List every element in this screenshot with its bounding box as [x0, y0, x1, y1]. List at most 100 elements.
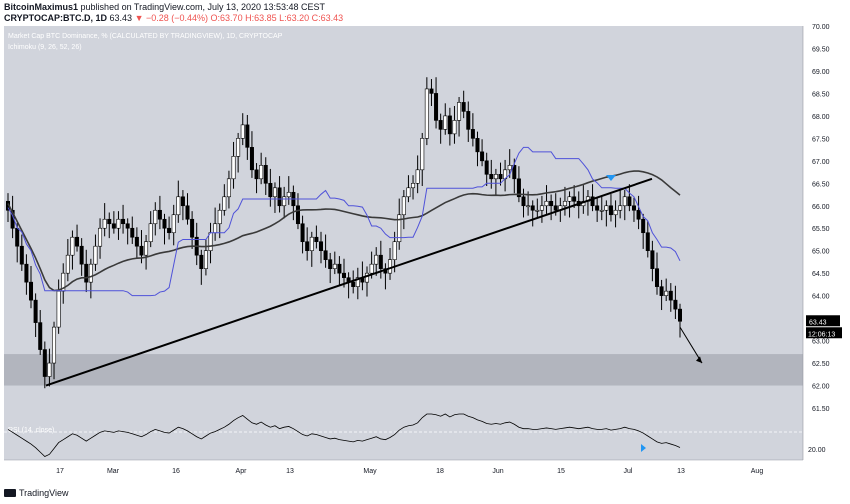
ohlc-values: O:63.70 H:63.85 L:63.20 C:63.43: [210, 13, 344, 23]
last-price-label: 63.43: [809, 319, 827, 326]
candle-body: [452, 120, 457, 135]
rsi-background: [4, 408, 803, 460]
candle-body: [102, 218, 107, 229]
candle-body: [470, 129, 475, 139]
candle-body: [516, 178, 521, 198]
candles: [6, 77, 682, 389]
candle-body: [263, 165, 268, 184]
time-tick-label: 13: [677, 468, 685, 475]
candle-body: [249, 147, 254, 171]
candle-body: [24, 263, 29, 283]
candle-body: [654, 268, 659, 287]
support-zone-band: [4, 354, 803, 386]
candle-body: [56, 290, 61, 328]
candle-body: [622, 196, 627, 207]
candle-body: [401, 196, 406, 216]
last-price: 63.43: [109, 13, 133, 23]
candle-body: [217, 209, 222, 225]
candle-body: [489, 174, 494, 180]
chart-header: BitcoinMaximus1 published on TradingView…: [4, 2, 343, 24]
candle-body: [613, 209, 618, 216]
candle-body: [93, 245, 98, 265]
candle-body: [337, 263, 342, 274]
candle-body: [664, 290, 669, 296]
candle-body: [300, 223, 305, 243]
candle-body: [176, 196, 181, 216]
candle-body: [365, 272, 370, 283]
candle-body: [641, 218, 646, 234]
price-tick-label: 67.50: [812, 136, 830, 143]
symbol-name[interactable]: CRYPTOCAP:BTC.D, 1D: [4, 13, 108, 23]
candle-body: [521, 196, 526, 207]
candle-body: [434, 93, 439, 121]
candle-body: [457, 102, 462, 121]
price-tick-label: 66.50: [812, 181, 830, 188]
price-tick-label: 63.00: [812, 339, 830, 346]
candle-body: [199, 254, 204, 269]
candle-body: [162, 218, 167, 229]
down-marker-icon: [606, 175, 616, 181]
candle-body: [424, 88, 429, 139]
candle-body: [75, 236, 80, 247]
price-tick-label: 70.00: [812, 24, 830, 31]
price-tick-label: 62.00: [812, 384, 830, 391]
price-tick-label: 65.50: [812, 226, 830, 233]
publisher-name[interactable]: BitcoinMaximus1: [4, 2, 79, 12]
support-zone: [4, 354, 803, 386]
price-tick-label: 62.50: [812, 361, 830, 368]
candle-body: [374, 254, 379, 265]
candle-body: [378, 254, 383, 269]
time-tick-label: Mar: [107, 468, 120, 475]
candle-body: [323, 250, 328, 260]
candle-body: [240, 124, 245, 139]
candle-body: [572, 196, 577, 202]
candle-body: [305, 241, 310, 252]
base-line: [7, 170, 681, 292]
candle-body: [498, 174, 503, 180]
candle-body: [236, 138, 241, 157]
candle-body: [590, 196, 595, 207]
candle-body: [604, 205, 609, 211]
candle-body: [461, 102, 466, 112]
tradingview-logo[interactable]: TradingView: [4, 488, 69, 498]
symbol-line: CRYPTOCAP:BTC.D, 1D 63.43 ▼ −0.28 (−0.44…: [4, 13, 343, 24]
candle-body: [549, 200, 554, 207]
candle-body: [254, 169, 259, 180]
candle-body: [673, 299, 678, 310]
time-tick-label: Apr: [236, 468, 248, 475]
candle-body: [185, 205, 190, 220]
rsi-line: [7, 413, 681, 458]
trendline: [45, 177, 653, 387]
rsi-marker-icon: [641, 444, 646, 452]
last-price-box: [806, 315, 840, 327]
time-tick-label: 17: [56, 468, 64, 475]
candle-body: [484, 160, 489, 175]
price-tick-label: 64.50: [812, 271, 830, 278]
candle-body: [111, 223, 116, 229]
candle-body: [420, 138, 425, 171]
candle-body: [33, 299, 38, 323]
price-axis: 70.00 69.50 69.00 68.50 68.00 67.50 67.00 66.50…: [802, 24, 842, 460]
time-tick-label: Aug: [751, 468, 764, 475]
candle-body: [599, 209, 604, 212]
publish-line: BitcoinMaximus1 published on TradingView…: [4, 2, 343, 13]
time-tick-label: Jun: [492, 468, 503, 475]
candle-body: [415, 169, 420, 184]
candle-body: [208, 232, 213, 252]
rsi-axis-label: 20.00: [808, 447, 826, 454]
candle-body: [650, 250, 655, 269]
price-tick-label: 69.50: [812, 46, 830, 53]
candle-body: [295, 205, 300, 225]
candle-body: [282, 196, 287, 207]
price-tick-label: 66.00: [812, 204, 830, 211]
candle-body: [144, 241, 149, 256]
candle-body: [512, 165, 517, 180]
candle-body: [222, 196, 227, 211]
ascending-trendline: [45, 177, 653, 387]
candle-body: [171, 214, 176, 234]
candle-body: [231, 156, 236, 180]
candle-body: [134, 236, 139, 247]
price-tick-label: 65.00: [812, 249, 830, 256]
candle-body: [392, 241, 397, 260]
